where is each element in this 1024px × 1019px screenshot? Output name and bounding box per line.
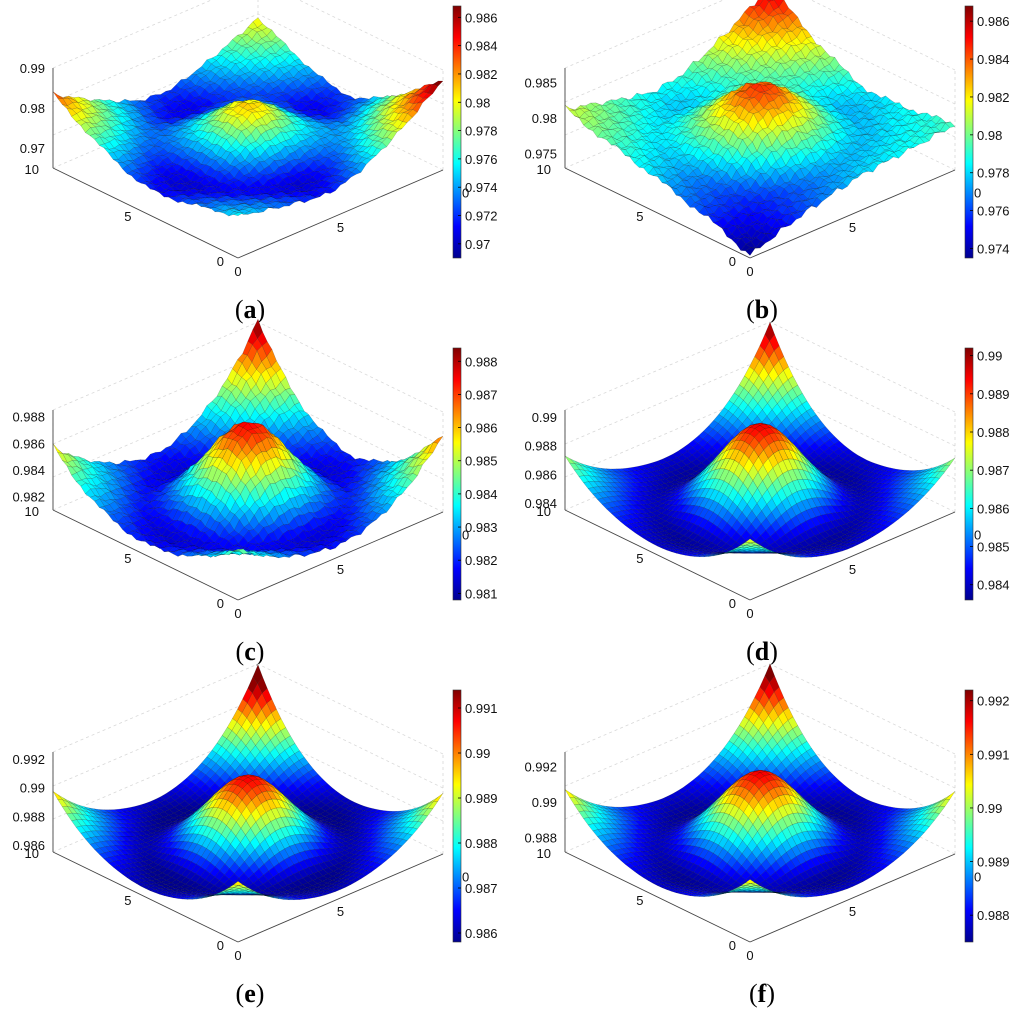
colorbar-tick-label: 0.976 [977,204,1010,219]
colorbar-tick-label: 0.984 [465,487,498,502]
colorbar-tick-label: 0.983 [465,520,498,535]
z-tick-label: 0.975 [524,147,557,162]
caption-letter: a [244,295,257,324]
z-tick-label: 0.988 [12,410,45,425]
y-tick-label: 10 [25,504,39,519]
y-tick-label: 10 [537,162,551,177]
x-tick-label: 5 [337,220,344,235]
z-tick-label: 0.984 [12,463,45,478]
colorbar [452,347,462,601]
colorbar-tick-label: 0.976 [465,152,498,167]
y-tick-label: 5 [124,209,131,224]
x-tick-label: 0 [746,264,753,279]
panel-caption: (c) [236,637,265,666]
y-tick-label: 5 [124,551,131,566]
surface-d [564,321,956,558]
panel-a: 0.97 0.98 0.99 0 5 10 0 5 0.97 0.972 0.974 0.976 0.9… [20,0,498,324]
surface-b [564,0,956,256]
colorbar-tick-label: 0.98 [465,95,490,110]
panel-c: 0.982 0.984 0.986 0.988 0 5 10 0 5 0.981 0.982 0.98… [12,318,498,666]
panel-d: 0.9840.9860.9880.990510050.9840.9850.986… [524,321,1010,666]
surface-c [52,318,444,559]
y-tick-label: 0 [217,596,224,611]
y-tick-label: 0 [217,254,224,269]
x-tick-label: 0 [234,264,241,279]
x-tick-label: 5 [849,220,856,235]
stray-zero-label: 0 [974,186,981,201]
caption-letter: b [755,295,769,324]
z-tick-label: 0.98 [532,111,557,126]
colorbar-tick-label: 0.986 [465,10,498,25]
z-tick-label: 0.986 [12,436,45,451]
x-tick-label: 0 [234,606,241,621]
caption-letter: c [244,637,256,666]
colorbar-tick-label: 0.981 [465,586,498,601]
colorbar [964,5,974,259]
colorbar [452,5,462,259]
colorbar-tick-label: 0.986 [465,421,498,436]
stray-zero-label: 0 [462,186,469,201]
z-tick-label: 0.99 [20,61,45,76]
z-tick-label: 0.97 [20,141,45,156]
surface-patch [433,435,444,444]
colorbar-tick-label: 0.988 [465,354,498,369]
z-tick-label: 0.985 [524,75,557,90]
z-tick-label: 0.98 [20,101,45,116]
colorbar-tick-label: 0.984 [977,52,1010,67]
surface-patch [52,91,64,99]
surface-a [52,17,444,217]
colorbar-tick-label: 0.984 [465,39,498,54]
x-tick-label: 5 [337,562,344,577]
axis-lines [52,68,444,259]
colorbar-tick-label: 0.982 [465,67,498,82]
colorbar-tick-label: 0.974 [977,242,1010,257]
colorbar-tick-label: 0.98 [977,128,1002,143]
colorbar-tick-label: 0.972 [465,209,498,224]
y-tick-label: 0 [729,254,736,269]
colorbar-tick-label: 0.986 [977,14,1010,29]
colorbar-tick-label: 0.987 [465,387,498,402]
colorbar-tick-label: 0.978 [465,124,498,139]
surface-patch [564,104,575,111]
colorbar-tick-label: 0.985 [465,454,498,469]
colorbar-tick-label: 0.97 [465,237,490,252]
z-tick-label: 0.982 [12,490,45,505]
colorbar-tick-label: 0.978 [977,166,1010,181]
colorbar-tick-label: 0.982 [977,90,1010,105]
colorbar-tick-label: 0.982 [465,553,498,568]
panel-caption: (b) [746,295,778,324]
panel-b: 0.975 0.98 0.985 0 5 10 0 5 0.974 0.976 0.978 0.98 0… [524,0,1010,324]
panel-caption: (a) [235,295,265,324]
y-tick-label: 10 [25,162,39,177]
colorbar-tick-label: 0.974 [465,180,498,195]
stray-zero-label: 0 [462,528,469,543]
y-tick-label: 5 [636,209,643,224]
